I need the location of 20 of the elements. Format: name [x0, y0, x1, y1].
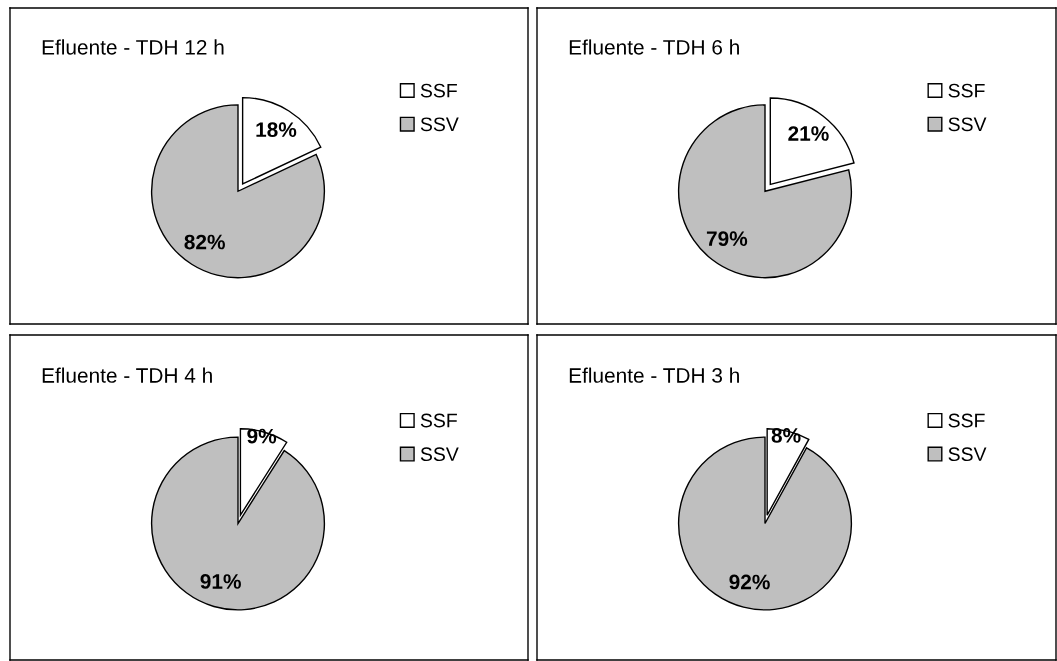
legend-label: SSV — [948, 117, 987, 132]
chart-title: Efluente - TDH 6 h — [569, 39, 739, 55]
data-label: 79% — [706, 231, 748, 247]
legend-label: SSV — [948, 447, 987, 462]
legend-label: SSF — [420, 413, 457, 428]
legend-label: SSV — [420, 117, 459, 132]
data-label: 91% — [200, 574, 241, 589]
data-label: 21% — [788, 126, 829, 141]
data-label: 9% — [247, 428, 277, 444]
data-label: 82% — [184, 234, 225, 250]
legend-label: SSF — [420, 83, 457, 98]
chart-title: Efluente - TDH 4 h — [42, 367, 212, 383]
legend-label: SSF — [948, 83, 985, 98]
data-label: 92% — [729, 574, 770, 590]
chart-title: Efluente - TDH 3 h — [569, 367, 739, 383]
data-label: 8% — [771, 428, 801, 443]
data-label: 18% — [256, 122, 297, 138]
chart-title: Efluente - TDH 12 h — [42, 39, 224, 55]
legend-label: SSV — [420, 447, 459, 462]
legend-label: SSF — [948, 413, 985, 428]
